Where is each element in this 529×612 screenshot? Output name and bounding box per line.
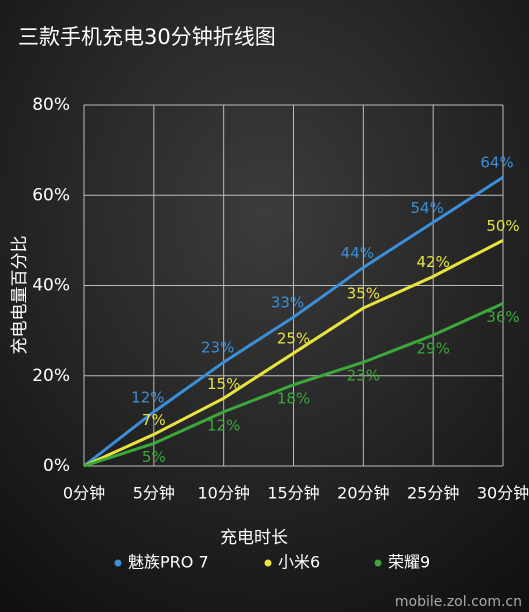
data-label: 44% [341,244,374,262]
data-label: 33% [271,294,304,312]
legend-marker [264,559,272,567]
data-label: 64% [480,154,513,172]
y-tick-label: 20% [32,366,70,386]
data-label: 12% [207,416,240,434]
watermark: mobile.zol.com.cn [395,594,522,610]
legend-label: 魅族PRO 7 [128,553,209,572]
x-tick-label: 0分钟 [63,484,105,503]
data-label: 23% [347,367,380,385]
series-line [83,302,504,468]
data-label: 7% [142,411,166,429]
chart-title: 三款手机充电30分钟折线图 [18,25,276,49]
y-tick-label: 0% [43,456,70,476]
data-label: 42% [416,253,449,271]
legend-label: 荣耀9 [388,553,430,572]
data-label: 54% [410,199,443,217]
legend-marker [374,559,382,567]
x-tick-label: 15分钟 [267,484,319,503]
data-label: 50% [486,217,519,235]
x-tick-label: 30分钟 [477,484,529,503]
y-tick-label: 60% [32,185,70,205]
x-tick-label: 20分钟 [337,484,389,503]
legend-label: 小米6 [278,553,320,572]
x-axis-label: 充电时长 [220,528,288,548]
series-line [83,239,504,468]
x-tick-label: 25分钟 [407,484,459,503]
data-label: 18% [277,389,310,407]
data-label: 23% [201,339,234,357]
y-tick-label: 80% [32,95,70,115]
data-label: 29% [416,340,449,358]
x-tick-label: 5分钟 [133,484,175,503]
data-label: 12% [131,388,164,406]
data-label: 35% [347,285,380,303]
legend-marker [114,559,122,567]
y-tick-label: 40% [32,276,70,296]
data-label: 15% [207,375,240,393]
x-tick-label: 10分钟 [197,484,249,503]
data-label: 25% [277,330,310,348]
data-label: 5% [142,448,166,466]
y-axis-label: 充电电量百分比 [10,236,30,355]
series-line [83,175,504,468]
data-label: 36% [486,308,519,326]
